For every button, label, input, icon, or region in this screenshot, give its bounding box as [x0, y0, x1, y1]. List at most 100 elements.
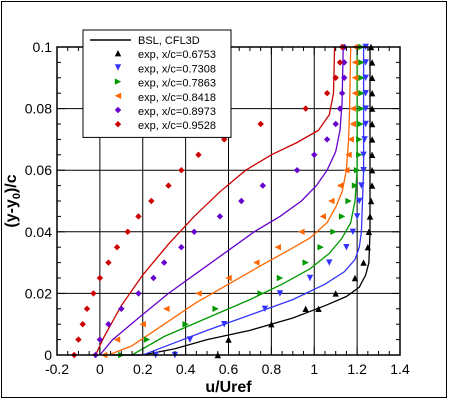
data-point-series-2 — [143, 336, 151, 343]
data-point-series-4 — [336, 105, 344, 112]
legend-entry: exp, x/c=0.8418 — [114, 92, 216, 104]
data-point-series-5 — [302, 105, 309, 112]
data-point-series-4 — [216, 213, 224, 220]
data-point-series-0 — [225, 336, 232, 343]
legend-marker-swatch — [114, 121, 122, 128]
legend-marker-swatch — [114, 106, 122, 114]
data-point-series-3 — [351, 74, 359, 81]
data-point-series-0 — [268, 321, 275, 328]
data-point-series-3 — [139, 321, 146, 328]
data-point-series-2 — [302, 259, 309, 266]
data-point-series-3 — [298, 228, 305, 235]
x-tick-label: 0.2 — [133, 361, 153, 377]
y-tick-label: 0.04 — [25, 224, 52, 240]
data-point-series-5 — [75, 336, 82, 343]
data-point-series-1 — [353, 213, 361, 220]
data-point-series-3 — [343, 167, 350, 174]
legend-marker-swatch — [114, 50, 122, 57]
legend-marker-swatch — [114, 78, 122, 85]
x-tick-label: -0.2 — [45, 361, 69, 377]
legend-entry: exp, x/c=0.8973 — [114, 106, 216, 118]
data-point-series-1 — [358, 182, 365, 189]
legend-label: exp, x/c=0.9528 — [138, 120, 216, 132]
data-point-series-5 — [323, 90, 331, 97]
legend-label: exp, x/c=0.8418 — [138, 92, 216, 104]
legend-entry: BSL, CFL3D — [90, 35, 200, 47]
data-point-series-2 — [257, 290, 264, 297]
data-point-series-3 — [349, 105, 357, 112]
x-tick-label: 1.2 — [347, 361, 367, 377]
data-point-series-3 — [349, 120, 357, 128]
legend-entry: exp, x/c=0.7308 — [114, 63, 216, 75]
data-point-series-5 — [135, 213, 142, 220]
data-point-series-3 — [345, 151, 352, 158]
data-point-series-2 — [356, 136, 363, 143]
data-point-series-0 — [368, 136, 376, 143]
legend-label: exp, x/c=0.7308 — [138, 63, 216, 75]
data-point-series-4 — [191, 228, 198, 235]
data-point-series-0 — [368, 151, 376, 158]
y-axis-title-subscript: 0 — [11, 193, 23, 199]
data-point-series-1 — [276, 290, 284, 297]
x-tick-label: 0.6 — [219, 361, 239, 377]
legend-marker-swatch — [114, 64, 122, 71]
data-point-series-0 — [302, 305, 309, 312]
legend-label: exp, x/c=0.8973 — [138, 106, 216, 118]
data-point-series-1 — [349, 228, 357, 235]
data-point-series-5 — [332, 74, 339, 81]
data-point-series-3 — [328, 197, 335, 205]
data-point-series-4 — [323, 136, 331, 143]
data-point-series-5 — [113, 244, 121, 251]
data-point-series-2 — [358, 59, 365, 66]
data-point-series-5 — [90, 290, 97, 297]
data-point-series-3 — [163, 305, 170, 312]
data-point-series-2 — [182, 321, 189, 328]
data-point-series-1 — [356, 197, 363, 205]
data-point-series-2 — [353, 167, 361, 174]
series-line-0 — [112, 47, 371, 356]
legend-box — [82, 29, 232, 138]
data-point-series-2 — [345, 197, 352, 205]
data-point-series-1 — [362, 59, 369, 66]
series-line-4 — [99, 46, 344, 356]
legend-entry: exp, x/c=0.6753 — [114, 49, 216, 61]
series-line-5 — [95, 46, 336, 356]
data-point-series-0 — [368, 90, 376, 97]
data-point-series-5 — [257, 120, 264, 128]
data-point-series-1 — [362, 90, 369, 97]
x-tick-label: 0.4 — [176, 361, 196, 377]
data-point-series-1 — [360, 151, 367, 158]
data-point-series-1 — [261, 305, 269, 312]
data-point-series-4 — [178, 244, 185, 251]
legend-label: exp, x/c=0.6753 — [138, 49, 216, 61]
data-point-series-3 — [336, 182, 344, 189]
data-point-series-1 — [186, 336, 194, 343]
data-point-series-5 — [336, 59, 344, 66]
y-tick-label: 0.1 — [33, 39, 53, 55]
data-point-series-1 — [343, 244, 350, 251]
data-point-series-2 — [358, 90, 365, 97]
data-point-series-5 — [165, 182, 172, 189]
data-point-series-4 — [238, 197, 245, 205]
data-point-series-3 — [351, 59, 359, 66]
data-point-series-1 — [306, 274, 314, 282]
data-point-series-2 — [317, 244, 324, 251]
data-point-series-5 — [96, 274, 104, 282]
data-point-series-0 — [368, 59, 376, 66]
legend-marker-swatch — [114, 92, 122, 99]
x-tick-label: 1 — [310, 361, 318, 377]
y-tick-labels: 0 0.02 0.04 0.06 0.08 0.1 — [25, 39, 52, 363]
series-line-2 — [110, 47, 358, 356]
legend-label: exp, x/c=0.7863 — [138, 78, 216, 90]
data-point-series-0 — [351, 274, 359, 282]
data-point-series-4 — [332, 120, 339, 128]
data-point-series-2 — [276, 274, 284, 282]
data-point-series-0 — [368, 167, 376, 174]
y-axis-title-main: (y-y — [3, 199, 20, 228]
data-point-series-2 — [356, 151, 363, 158]
y-tick-label: 0.08 — [25, 101, 52, 117]
x-tick-label: 0 — [96, 361, 104, 377]
data-point-series-2 — [330, 228, 337, 235]
series-line-3 — [108, 46, 352, 356]
